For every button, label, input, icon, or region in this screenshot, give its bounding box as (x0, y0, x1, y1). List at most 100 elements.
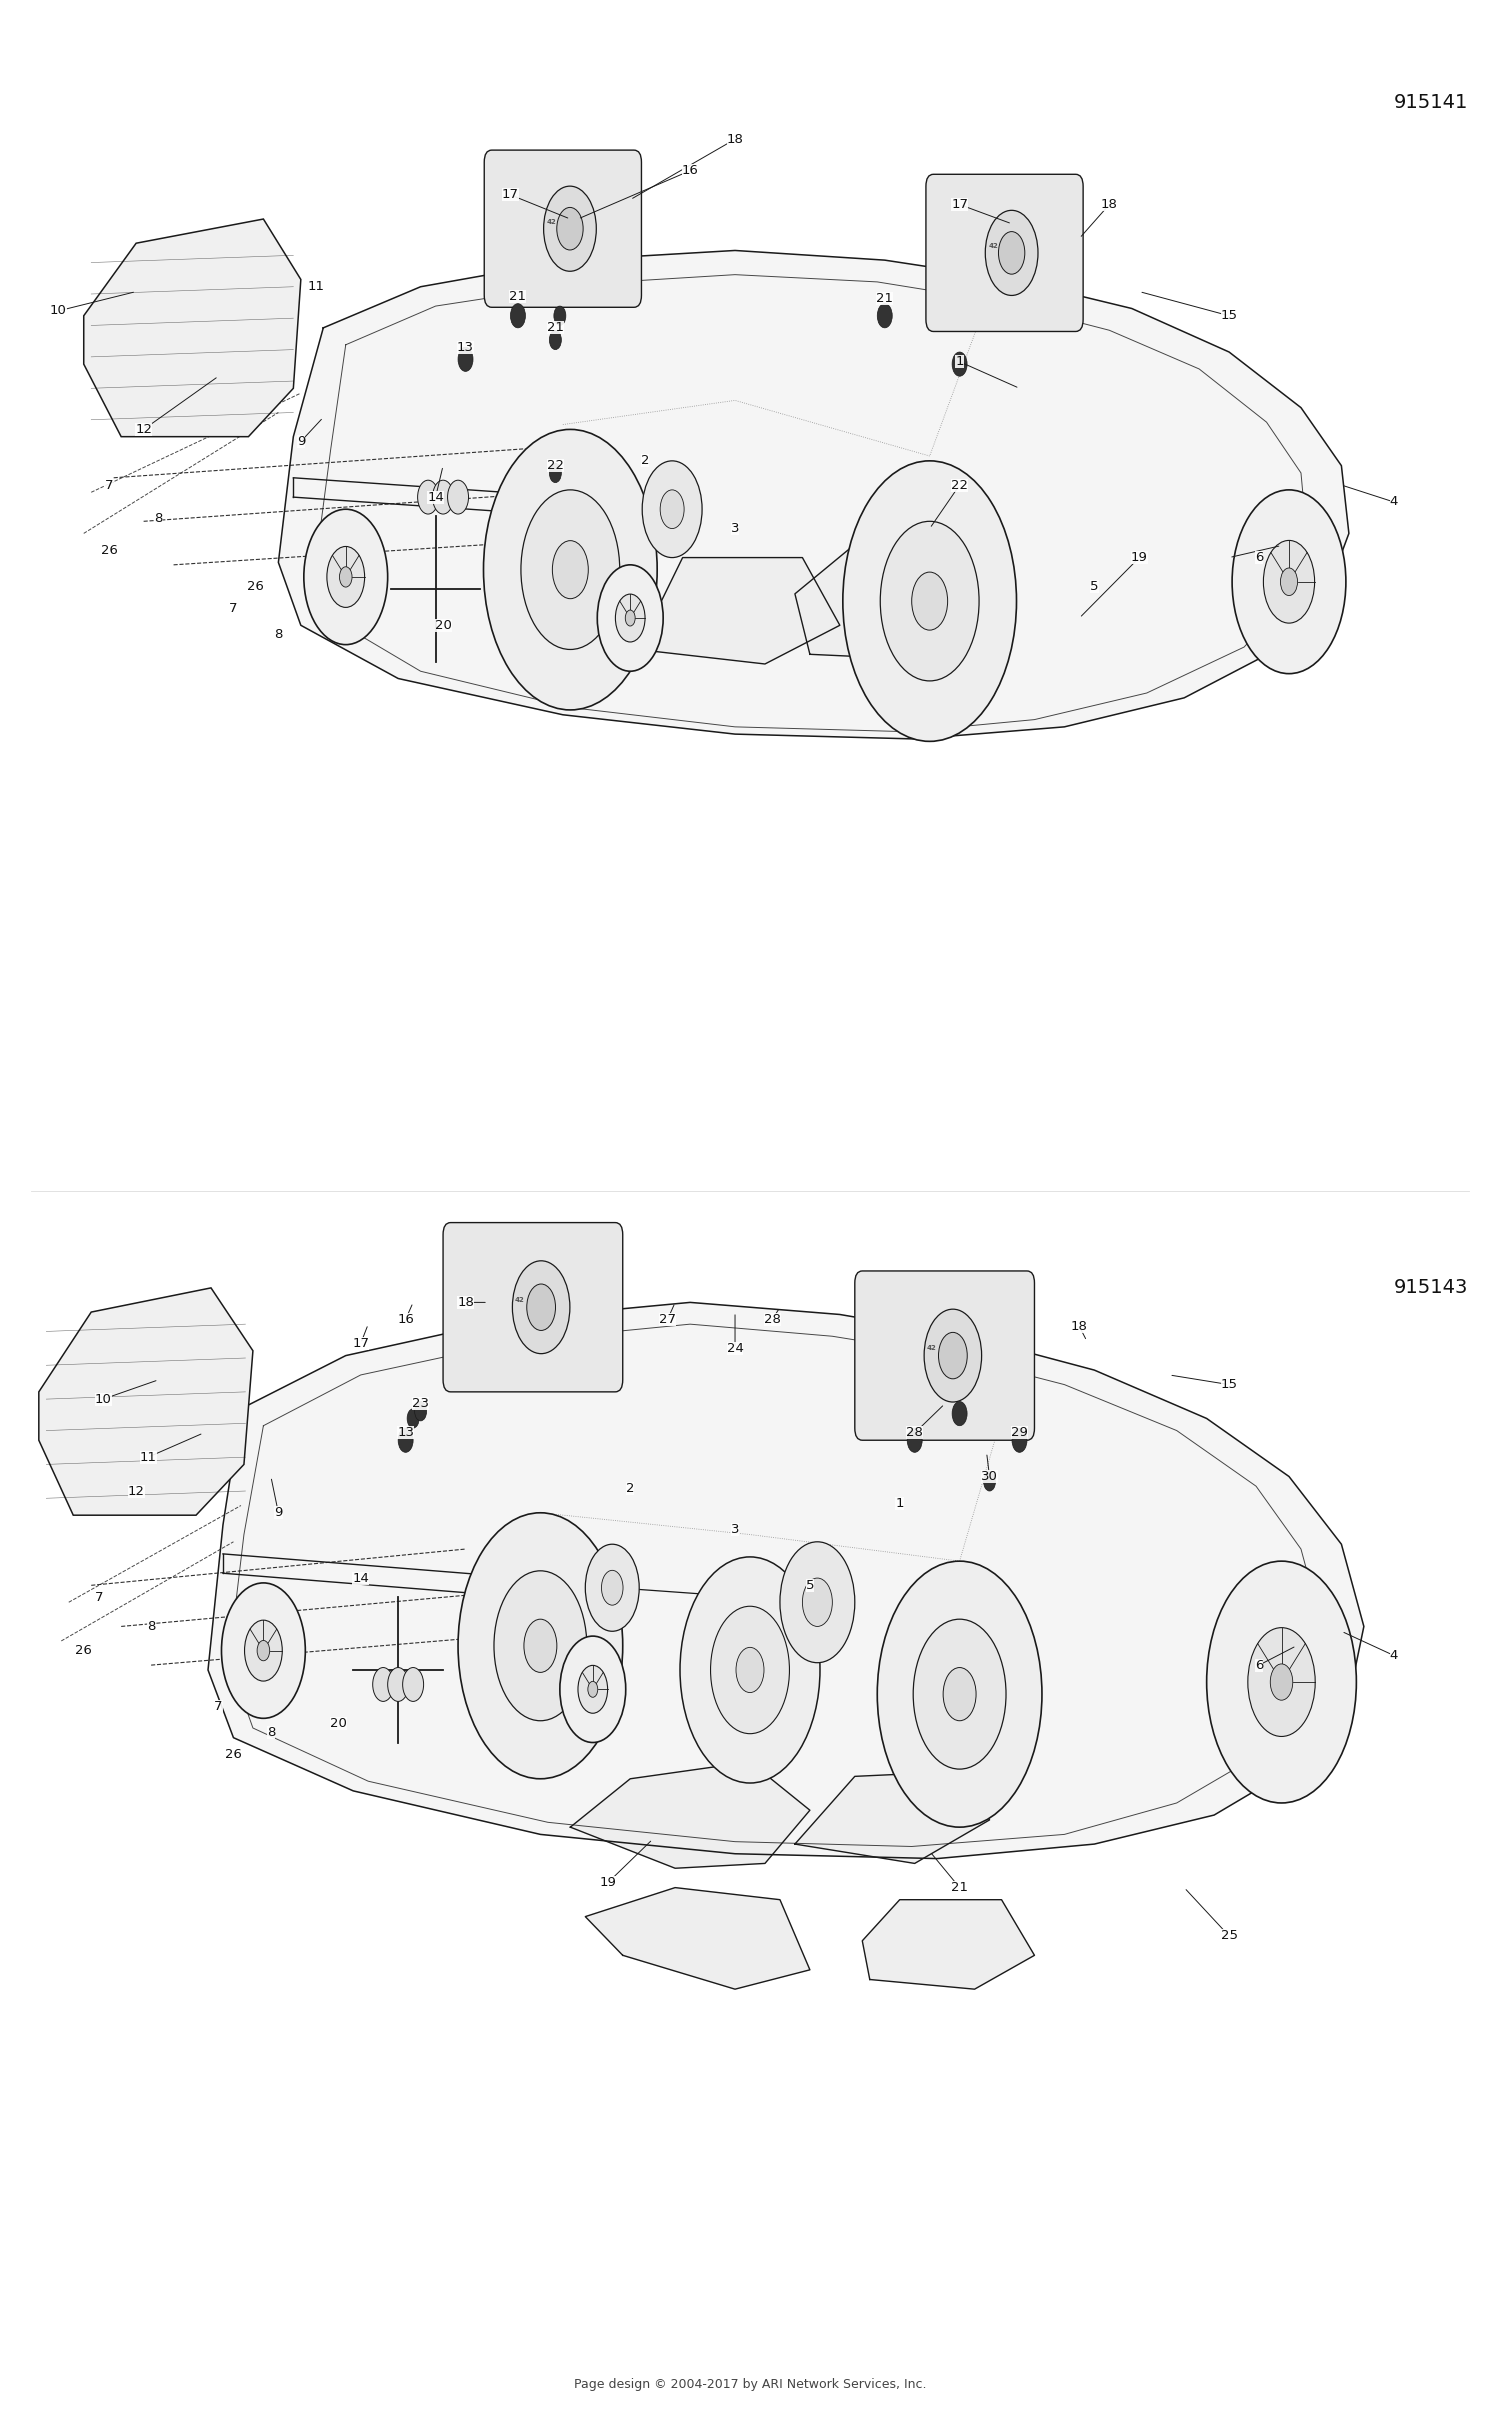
Text: 18: 18 (726, 133, 744, 145)
Circle shape (372, 1668, 393, 1702)
Text: 21: 21 (951, 1881, 968, 1893)
Circle shape (552, 540, 588, 598)
Text: 30: 30 (981, 1470, 998, 1484)
Text: 19: 19 (600, 1876, 616, 1888)
Text: 6: 6 (1256, 552, 1263, 564)
Circle shape (339, 567, 352, 586)
Circle shape (597, 564, 663, 671)
Text: 11: 11 (308, 281, 324, 293)
Circle shape (642, 460, 702, 557)
Circle shape (1263, 540, 1314, 622)
Text: 20: 20 (330, 1716, 346, 1729)
Circle shape (494, 1571, 586, 1721)
Circle shape (878, 303, 892, 327)
Text: 17: 17 (503, 189, 519, 201)
Circle shape (912, 571, 948, 629)
Text: 14: 14 (352, 1571, 369, 1586)
Polygon shape (279, 249, 1349, 738)
Circle shape (924, 1310, 981, 1402)
Text: 13: 13 (458, 341, 474, 353)
Text: 42: 42 (514, 1298, 525, 1302)
Text: 25: 25 (1221, 1930, 1238, 1942)
Circle shape (387, 1668, 408, 1702)
Text: 6: 6 (1256, 1658, 1263, 1670)
Text: 5: 5 (1090, 581, 1098, 593)
Circle shape (880, 521, 980, 680)
Circle shape (999, 232, 1024, 274)
Text: 8: 8 (274, 629, 282, 642)
Text: Page design © 2004-2017 by ARI Network Services, Inc.: Page design © 2004-2017 by ARI Network S… (573, 2377, 926, 2390)
Circle shape (952, 1402, 968, 1426)
Circle shape (402, 1668, 423, 1702)
Text: 12: 12 (128, 1484, 144, 1499)
Circle shape (1281, 569, 1298, 596)
Circle shape (615, 593, 645, 642)
Circle shape (458, 1513, 622, 1779)
Circle shape (680, 1557, 820, 1782)
Circle shape (626, 610, 634, 627)
Text: 1: 1 (956, 356, 964, 368)
Text: 7: 7 (214, 1700, 222, 1712)
Circle shape (543, 186, 597, 271)
Circle shape (513, 1261, 570, 1353)
Circle shape (585, 1545, 639, 1632)
Circle shape (1206, 1562, 1356, 1804)
Circle shape (1270, 1663, 1293, 1700)
Text: ARI: ARI (564, 559, 936, 748)
Circle shape (780, 1542, 855, 1663)
Text: 2: 2 (626, 1482, 634, 1496)
Circle shape (256, 1641, 270, 1661)
Text: 26: 26 (225, 1748, 242, 1760)
Circle shape (526, 1283, 555, 1332)
Text: 26: 26 (100, 545, 117, 557)
Text: 16: 16 (398, 1312, 414, 1327)
Text: 12: 12 (135, 424, 152, 436)
Text: 18: 18 (1101, 199, 1118, 211)
Text: 21: 21 (876, 293, 894, 305)
Text: 21: 21 (548, 322, 564, 334)
FancyBboxPatch shape (855, 1271, 1035, 1440)
Circle shape (952, 351, 968, 375)
Circle shape (986, 211, 1038, 295)
Polygon shape (638, 557, 840, 663)
Circle shape (556, 208, 584, 249)
Text: 20: 20 (435, 620, 451, 632)
Text: 26: 26 (248, 581, 264, 593)
Text: 17: 17 (951, 199, 968, 211)
Circle shape (802, 1578, 832, 1627)
Circle shape (510, 303, 525, 327)
Text: 26: 26 (75, 1644, 92, 1656)
Circle shape (711, 1605, 789, 1733)
Text: 22: 22 (951, 479, 968, 491)
Text: 10: 10 (94, 1392, 111, 1407)
Circle shape (1013, 1428, 1028, 1453)
Circle shape (458, 346, 472, 370)
Circle shape (660, 489, 684, 528)
Circle shape (914, 1620, 1007, 1770)
Text: 13: 13 (398, 1426, 414, 1440)
Circle shape (414, 1402, 426, 1421)
Circle shape (560, 1637, 626, 1743)
Polygon shape (84, 218, 302, 436)
Text: 23: 23 (413, 1397, 429, 1411)
Text: 17: 17 (352, 1336, 369, 1351)
Circle shape (578, 1666, 608, 1714)
Circle shape (984, 1472, 996, 1491)
Text: 29: 29 (1011, 1426, 1028, 1440)
Polygon shape (795, 537, 990, 659)
Circle shape (417, 479, 438, 513)
FancyBboxPatch shape (926, 174, 1083, 332)
Circle shape (939, 1332, 968, 1380)
Text: 18: 18 (1071, 1319, 1088, 1334)
Circle shape (398, 1428, 412, 1453)
Polygon shape (795, 1772, 990, 1864)
Polygon shape (209, 1302, 1364, 1859)
Text: 7: 7 (230, 603, 237, 615)
Text: 28: 28 (906, 1426, 922, 1440)
Text: 22: 22 (548, 460, 564, 472)
Text: 21: 21 (510, 291, 526, 303)
Text: 27: 27 (658, 1312, 676, 1327)
Circle shape (878, 1562, 1042, 1828)
Circle shape (520, 489, 620, 649)
Text: 3: 3 (730, 523, 740, 535)
